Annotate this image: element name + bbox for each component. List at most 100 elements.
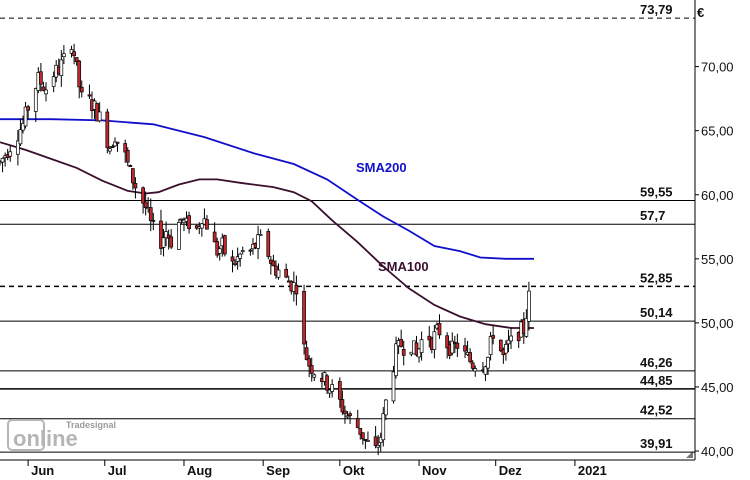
candle-body <box>230 256 235 262</box>
candle-body <box>179 218 184 221</box>
candle-body <box>483 366 488 375</box>
candle-body <box>110 146 115 148</box>
candle-body <box>59 59 64 77</box>
candle-body <box>74 57 79 62</box>
candle-body <box>348 413 352 416</box>
candle-body <box>391 371 396 402</box>
candle-body <box>419 339 424 353</box>
candle-body <box>169 236 174 248</box>
level-label: 59,55 <box>640 185 673 200</box>
candle-body <box>312 374 317 378</box>
candlesticks <box>0 43 531 456</box>
candle-body <box>455 342 460 349</box>
candle-body <box>309 365 314 374</box>
y-tick-label: 65,00 <box>701 124 734 139</box>
candle-body <box>360 432 365 440</box>
candle-body <box>39 71 43 85</box>
resize-grip-icon[interactable] <box>686 451 693 458</box>
candle-body <box>294 284 299 295</box>
candle-body <box>23 106 28 127</box>
candle-body <box>445 335 450 349</box>
candle-body <box>87 94 92 97</box>
candle-body <box>524 318 529 337</box>
candle-body <box>266 231 271 257</box>
y-tick-label: 50,00 <box>701 316 734 331</box>
candle-body <box>504 344 508 354</box>
candle-body <box>325 375 329 391</box>
candle-body <box>205 219 209 230</box>
candle-body <box>33 88 38 112</box>
candle-body <box>115 141 120 144</box>
candle-body <box>44 89 48 95</box>
candle-body <box>337 381 342 400</box>
candle-body <box>401 349 406 356</box>
level-label: 42,52 <box>640 403 673 418</box>
level-label: 44,85 <box>640 373 673 388</box>
candle-body <box>0 157 5 163</box>
level-label: 73,79 <box>640 2 673 17</box>
y-tick-label: 70,00 <box>701 60 734 75</box>
candle-body <box>148 207 153 221</box>
sma200-line <box>0 118 534 260</box>
currency-label: € <box>697 5 704 20</box>
candle-body <box>187 215 191 230</box>
level-label: 50,14 <box>640 305 673 320</box>
sma100-label: SMA100 <box>378 259 429 274</box>
sma100-line <box>0 141 534 329</box>
candle-body <box>105 111 110 149</box>
candle-body <box>381 413 386 441</box>
candle-body <box>72 51 76 57</box>
candle-body <box>432 331 437 350</box>
candle-body <box>77 60 82 88</box>
candle-body <box>450 340 455 354</box>
candle-body <box>79 86 84 93</box>
candle-body <box>486 356 490 369</box>
candle-body <box>159 220 163 249</box>
x-tick-label: Jul <box>108 463 127 478</box>
x-axis: Jun Jul Aug Sep Okt Nov Dez 2021 <box>27 460 607 478</box>
candle-body <box>468 352 472 363</box>
x-tick-label: Aug <box>187 463 212 478</box>
candle-body <box>238 253 243 259</box>
candle-body <box>200 223 204 229</box>
candle-body <box>123 143 128 153</box>
candle-body <box>235 256 240 262</box>
candle-body <box>151 219 156 222</box>
x-tick-label: 2021 <box>578 463 607 478</box>
candle-body <box>271 260 276 267</box>
candle-body <box>491 335 495 339</box>
candle-body <box>366 440 370 442</box>
y-tick-label: 45,00 <box>701 380 734 395</box>
candle-body <box>133 183 138 189</box>
candle-body <box>373 436 378 447</box>
level-label: 46,26 <box>640 355 673 370</box>
candle-body <box>363 438 368 441</box>
candle-body <box>113 141 117 147</box>
moving-averages <box>0 118 534 329</box>
level-label: 39,91 <box>640 436 673 451</box>
candle-body <box>108 148 112 152</box>
candle-body <box>177 222 181 250</box>
x-tick-label: Sep <box>266 463 290 478</box>
candle-body <box>343 410 347 415</box>
candle-body <box>355 418 360 428</box>
svg-text:online: online <box>13 426 78 451</box>
candle-body <box>128 165 133 167</box>
candle-body <box>417 348 421 358</box>
level-label: 57,7 <box>640 208 665 223</box>
candle-body <box>125 150 130 163</box>
candle-body <box>41 86 46 91</box>
candle-body <box>437 323 442 336</box>
x-tick-label: Nov <box>422 463 447 478</box>
y-tick-label: 40,00 <box>701 444 734 459</box>
tradesignal-logo: Tradesignal online <box>7 419 116 451</box>
candle-body <box>164 231 168 239</box>
candle-body <box>233 262 237 266</box>
horizontal-levels: 73,79 59,55 57,7 52,85 50,14 46,26 44,85 42,52 3… <box>0 2 695 453</box>
candle-body <box>302 290 306 345</box>
candle-body <box>506 339 511 345</box>
candle-body <box>18 129 23 145</box>
candle-body <box>215 241 220 256</box>
candle-body <box>330 384 335 392</box>
candle-body <box>473 368 478 372</box>
